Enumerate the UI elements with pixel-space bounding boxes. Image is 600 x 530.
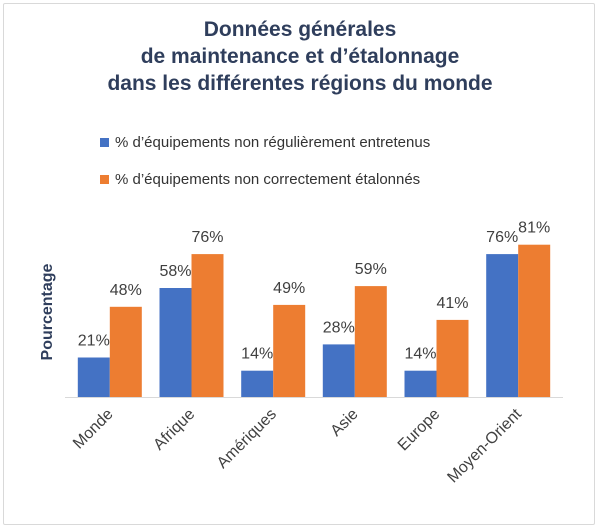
y-axis-label-group: Pourcentage	[39, 263, 56, 360]
bar-calibration-amériques	[273, 304, 306, 397]
bar-maintenance-amériques	[241, 370, 274, 397]
category-label-asie: Asie	[328, 406, 362, 440]
legend-label-maintenance: % d’équipements non régulièrement entret…	[115, 133, 431, 151]
bars-group	[77, 244, 551, 397]
data-label-maintenance-asie: 28%	[323, 319, 355, 336]
data-label-calibration-amériques: 49%	[273, 280, 305, 297]
data-label-maintenance-moyen-orient: 76%	[486, 229, 518, 246]
bar-maintenance-afrique	[159, 288, 192, 397]
data-label-calibration-asie: 59%	[355, 261, 387, 278]
data-label-calibration-moyen-orient: 81%	[518, 220, 550, 237]
data-label-maintenance-amériques: 14%	[241, 346, 273, 363]
category-label-monde: Monde	[70, 406, 117, 453]
data-label-maintenance-afrique: 58%	[159, 263, 191, 280]
category-labels-group: Monde Afrique Amériques Asie Europe Moyen-Ori…	[70, 405, 525, 486]
category-label-amériques: Amériques	[214, 406, 280, 472]
data-label-calibration-europe: 41%	[436, 295, 468, 312]
data-label-maintenance-europe: 14%	[404, 346, 436, 363]
chart-title-line-2: de maintenance et d’étalonnage	[140, 45, 460, 68]
bar-calibration-europe	[436, 319, 469, 397]
legend-item-calibration: % d’équipements non correctement étalonn…	[100, 169, 430, 189]
bar-maintenance-europe	[404, 370, 437, 397]
category-label-afrique: Afrique	[150, 406, 198, 454]
chart-title-line-1: Données générales	[203, 18, 397, 41]
bar-labels-group: 21%48%58%76%14%49%28%59%14%41%76%81%	[78, 220, 550, 363]
category-label-europe: Europe	[395, 406, 444, 455]
chart-legend: % d’équipements non régulièrement entret…	[100, 132, 430, 206]
data-label-calibration-afrique: 76%	[191, 229, 223, 246]
category-label-moyen-orient: Moyen-Orient	[444, 405, 525, 486]
bar-calibration-monde	[109, 306, 142, 397]
legend-item-maintenance: % d’équipements non régulièrement entret…	[100, 132, 430, 152]
bar-maintenance-moyen-orient	[486, 254, 519, 397]
bar-calibration-moyen-orient	[518, 244, 551, 397]
data-label-maintenance-monde: 21%	[78, 333, 110, 350]
legend-swatch-orange	[100, 174, 109, 184]
data-label-calibration-monde: 48%	[110, 282, 142, 299]
legend-swatch-blue	[100, 137, 109, 147]
y-axis-label: Pourcentage	[39, 263, 56, 360]
bar-calibration-asie	[354, 286, 387, 397]
legend-label-calibration: % d’équipements non correctement étalonn…	[115, 170, 421, 188]
bar-maintenance-asie	[322, 344, 355, 397]
bar-maintenance-monde	[77, 357, 110, 397]
bar-calibration-afrique	[191, 254, 224, 397]
chart-title-line-3: dans les différentes régions du monde	[107, 72, 493, 95]
chart-title: Données générales de maintenance et d’ét…	[0, 16, 600, 97]
